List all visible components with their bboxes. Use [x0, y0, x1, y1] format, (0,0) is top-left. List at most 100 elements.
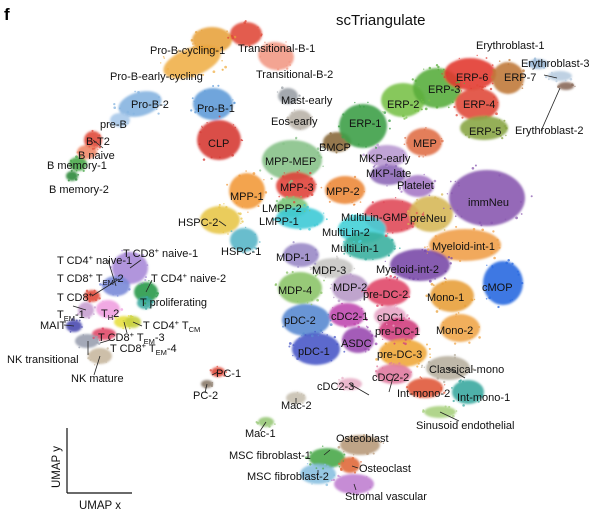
- cluster-speck-mpp-3: [306, 195, 309, 198]
- label-pdc-2: pDC-2: [284, 315, 316, 327]
- leader-line-26: [447, 367, 466, 379]
- cluster-speck-msc-fibroblast-2: [311, 463, 314, 466]
- cluster-speck-mpp-1: [263, 179, 265, 181]
- cluster-speck-erp-6: [470, 87, 472, 90]
- cluster-speck-osteoclast: [353, 471, 357, 474]
- cluster-speck-mkp-early: [376, 143, 379, 147]
- cluster-speck-erp-1: [383, 111, 387, 114]
- cluster-speck-mep: [424, 154, 427, 156]
- cluster-speck-cdc2-2: [374, 369, 378, 373]
- cluster-speck-pro-b-early-cycling: [160, 62, 162, 64]
- cluster-speck-cdc2-3: [338, 378, 340, 381]
- cluster-speck-mono-2: [455, 313, 458, 316]
- cluster-speck-classical-mono: [472, 368, 475, 371]
- cluster-speck-mpp-1: [230, 193, 233, 196]
- leader-line-22: [323, 449, 331, 456]
- cluster-speck-t-cd8-tem-1: [93, 313, 95, 315]
- cluster-speck-erp-6: [479, 85, 481, 88]
- label-cmop: cMOP: [482, 282, 513, 294]
- label-multilin-1: MultiLin-1: [331, 243, 379, 255]
- cluster-speck-multilin-1: [349, 255, 352, 258]
- cluster-speck-b-t2: [91, 129, 94, 132]
- cluster-speck-int-mono-2: [419, 376, 422, 378]
- leader-line-10: [123, 321, 128, 334]
- cluster-speck-myeloid-int-1: [455, 225, 458, 228]
- cluster-speck-t-cd8-tem-1: [93, 306, 97, 309]
- cluster-speck-pro-b-2: [137, 91, 140, 94]
- cluster-speck-cdc2-1: [357, 325, 360, 329]
- cluster-speck-pdc-2: [329, 319, 332, 322]
- cluster-speck-hspc-2: [241, 220, 244, 223]
- cluster-speck-erp-1: [354, 101, 356, 104]
- cluster-speck-erp-6: [456, 84, 459, 88]
- cluster-speck-t-cd4-tcm: [129, 314, 133, 318]
- cluster-speck-clp: [201, 126, 203, 129]
- cluster-speck-b-t2: [93, 148, 96, 150]
- cluster-speck-mep: [418, 155, 421, 158]
- cluster-speck-erp-3: [442, 68, 445, 71]
- cluster-speck-erp-3: [423, 68, 425, 70]
- cluster-speck-erythroblast-3: [569, 77, 573, 81]
- cluster-speck-erp-5: [503, 124, 507, 128]
- cluster-speck-erp-3: [447, 106, 450, 109]
- cluster-speck-nk-mature: [87, 356, 90, 360]
- cluster-mdp-3: [313, 258, 353, 278]
- cluster-speck-cdc1: [385, 323, 388, 326]
- label-mpp-3: MPP-3: [280, 182, 314, 194]
- cluster-speck-eos-early: [299, 128, 302, 130]
- cluster-speck-mdp-3: [310, 266, 314, 270]
- cluster-speck-int-mono-2: [405, 385, 409, 389]
- cluster-speck-t-cd8-tem-4: [99, 339, 101, 342]
- cluster-speck-t-cd8-naive-1: [146, 264, 149, 266]
- cluster-speck-mkp-early: [374, 145, 377, 148]
- cluster-speck-mac-1: [268, 425, 271, 428]
- cluster-speck-platelet: [433, 179, 437, 183]
- cluster-transitional-b-2: [258, 41, 294, 71]
- cluster-speck-erp-3: [435, 105, 439, 109]
- cluster-speck-mpp-1: [241, 206, 243, 208]
- cluster-speck-pre-dc-2: [407, 295, 411, 299]
- cluster-speck-bmcp: [343, 148, 346, 150]
- cluster-speck-osteoblast: [372, 452, 375, 455]
- cluster-speck-erp-6: [443, 76, 446, 78]
- label-part-sub: EM: [144, 337, 155, 346]
- label-msc-fibroblast-1: MSC fibroblast-1: [229, 450, 311, 462]
- cluster-b-memory-1: [69, 157, 87, 171]
- cluster-speck-myeloid-int-1: [497, 243, 500, 246]
- cluster-speck-osteoclast: [340, 468, 343, 472]
- cluster-speck-erp-6: [485, 57, 488, 59]
- leader-line-15: [211, 371, 219, 376]
- cluster-erp-6: [444, 58, 496, 90]
- label-erythroblast-3: Erythroblast-3: [521, 58, 589, 70]
- leader-line-16: [204, 383, 208, 394]
- cluster-speck-mdp-2: [359, 299, 361, 302]
- cluster-speck-multilin-2: [366, 244, 368, 246]
- cluster-speck-t-cd8-naive-1: [121, 249, 123, 252]
- cluster-speck-erp-3: [455, 81, 458, 84]
- label-part-text: -4: [167, 343, 177, 355]
- cluster-speck-mpp-3: [293, 201, 296, 204]
- cluster-speck-hspc-2: [222, 231, 225, 234]
- cluster-speck-cdc2-1: [360, 307, 363, 310]
- cluster-speck-cmop: [491, 265, 494, 268]
- cluster-speck-t-cd8-tem-3: [127, 314, 130, 317]
- cluster-speck-cdc2-2: [381, 367, 384, 369]
- cluster-speck-transitional-b-1: [243, 21, 247, 25]
- cluster-speck-b-memory-2: [77, 173, 80, 176]
- cluster-speck-mdp-4: [310, 298, 314, 301]
- cluster-speck-myeloid-int-2: [384, 260, 386, 262]
- leader-line-0: [92, 139, 104, 149]
- cluster-speck-lmpp-1: [303, 204, 306, 207]
- cluster-speck-clp: [232, 124, 235, 126]
- cluster-speck-erp-7: [521, 84, 524, 86]
- cluster-speck-lmpp-2: [308, 210, 311, 212]
- cluster-speck-mkp-late: [386, 185, 388, 187]
- label-mpp-2: MPP-2: [326, 186, 360, 198]
- cluster-speck-t-proliferating: [145, 295, 149, 299]
- cluster-speck-transitional-b-2: [286, 65, 288, 67]
- leader-line-2: [540, 87, 561, 132]
- label-part-sup: +: [130, 330, 135, 339]
- cluster-speck-classical-mono: [453, 353, 457, 357]
- cluster-speck-clp: [234, 126, 237, 129]
- cluster-speck-mait: [78, 319, 81, 322]
